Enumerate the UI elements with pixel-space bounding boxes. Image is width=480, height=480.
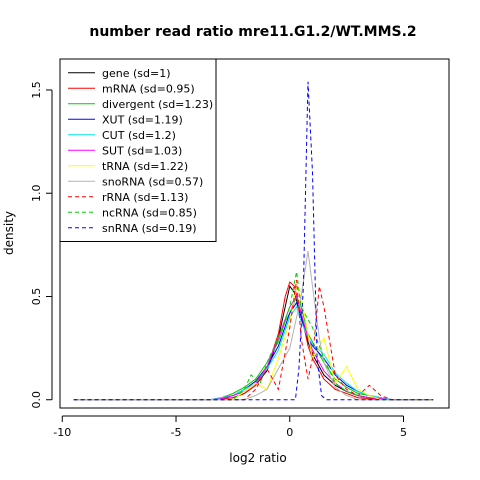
legend-entry: mRNA (sd=0.95) xyxy=(102,82,195,95)
legend: gene (sd=1) mRNA (sd=0.95) divergent (sd=1… xyxy=(59,58,217,242)
x-tick-label: -10 xyxy=(53,426,71,439)
series-line-1 xyxy=(73,281,434,401)
legend-entry: snoRNA (sd=0.57) xyxy=(102,175,203,188)
series-line-4 xyxy=(73,305,434,401)
y-axis: 0.0 0.5 1.0 1.5 xyxy=(30,81,53,409)
series-line-10 xyxy=(73,81,434,401)
legend-entry: divergent (sd=1.23) xyxy=(102,98,213,111)
y-tick-label: 0.5 xyxy=(30,288,43,306)
y-tick-label: 1.0 xyxy=(30,184,43,202)
legend-entry: tRNA (sd=1.22) xyxy=(102,160,188,173)
y-tick-label: 0.0 xyxy=(30,391,43,409)
legend-entry: snRNA (sd=0.19) xyxy=(102,222,197,235)
legend-entry: XUT (sd=1.19) xyxy=(102,113,183,126)
x-tick-label: 5 xyxy=(400,426,407,439)
series-line-9 xyxy=(73,271,434,401)
x-axis-label: log2 ratio xyxy=(229,451,286,465)
x-tick-label: 0 xyxy=(286,426,293,439)
chart-title: number read ratio mre11.G1.2/WT.MMS.2 xyxy=(89,24,416,40)
series-line-2 xyxy=(73,295,434,401)
y-axis-label: density xyxy=(2,211,16,255)
legend-entry: rRNA (sd=1.13) xyxy=(102,191,188,204)
x-axis: -10 -5 0 5 xyxy=(53,415,407,439)
legend-entry: SUT (sd=1.03) xyxy=(102,144,182,157)
y-tick-label: 1.5 xyxy=(30,81,43,99)
series-line-7 xyxy=(73,251,434,401)
legend-entry: gene (sd=1) xyxy=(102,67,171,80)
series-line-8 xyxy=(73,279,434,401)
x-tick-label: -5 xyxy=(171,426,182,439)
legend-entry: ncRNA (sd=0.85) xyxy=(102,206,197,219)
legend-entry: CUT (sd=1.2) xyxy=(102,129,176,142)
plot-area xyxy=(73,81,434,401)
